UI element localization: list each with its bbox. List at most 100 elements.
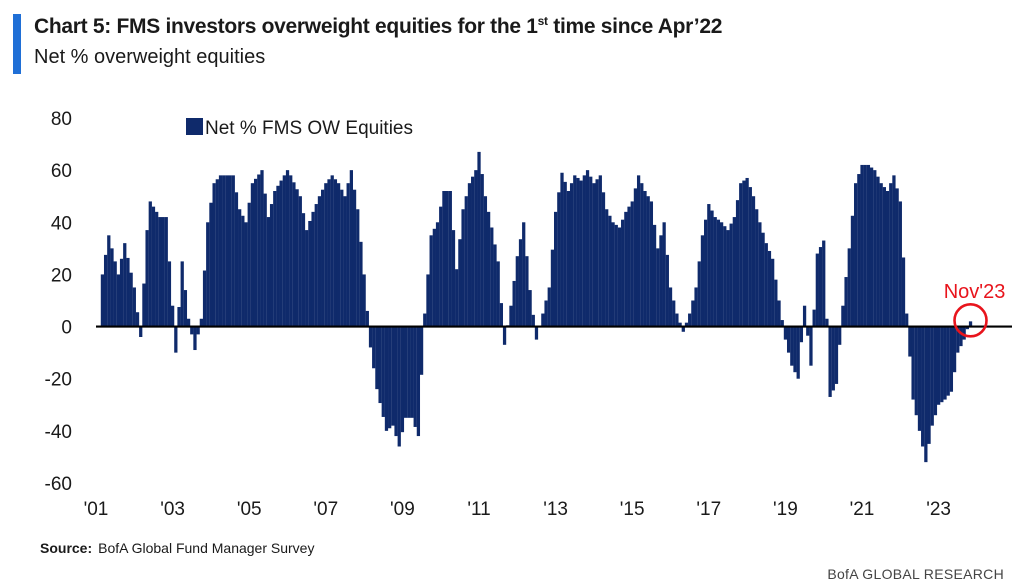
- bar: [423, 313, 427, 327]
- x-tick-label: '15: [620, 499, 645, 520]
- bar: [330, 175, 334, 327]
- bar: [471, 176, 475, 327]
- bar: [895, 188, 899, 327]
- bar: [889, 183, 893, 327]
- x-tick-label: '03: [160, 499, 185, 520]
- bar: [627, 206, 631, 327]
- y-tick-label: 20: [51, 265, 72, 286]
- bar: [244, 222, 248, 327]
- bar: [614, 224, 618, 327]
- bar: [177, 307, 181, 327]
- bar: [873, 170, 877, 327]
- bar: [640, 183, 644, 327]
- bar: [563, 181, 567, 327]
- bar: [129, 272, 133, 327]
- bar: [193, 326, 197, 351]
- bar: [135, 312, 140, 327]
- bar: [171, 305, 175, 327]
- title-superscript: st: [537, 14, 548, 28]
- bar: [652, 224, 657, 327]
- bar: [464, 196, 468, 327]
- bar: [202, 270, 207, 327]
- x-tick-label: '19: [773, 499, 798, 520]
- bar: [876, 176, 880, 327]
- y-tick-label: 40: [51, 213, 72, 234]
- bar: [155, 211, 159, 327]
- bar: [499, 303, 503, 327]
- bar: [608, 215, 612, 327]
- bar: [410, 326, 414, 418]
- chart-title: Chart 5: FMS investors overweight equiti…: [34, 14, 722, 39]
- bar: [384, 326, 389, 431]
- bar: [388, 326, 392, 429]
- bar: [601, 192, 606, 327]
- bar: [151, 206, 156, 327]
- bar: [349, 170, 353, 327]
- bar: [365, 310, 369, 327]
- bar: [522, 222, 526, 327]
- bar: [834, 326, 839, 384]
- bar: [592, 183, 596, 327]
- bar: [250, 183, 255, 327]
- bar: [748, 187, 752, 327]
- bar: [126, 257, 130, 327]
- bar: [589, 176, 593, 327]
- bar: [263, 193, 267, 327]
- y-tick-label: 60: [51, 161, 72, 182]
- bar: [305, 230, 309, 327]
- bar: [378, 326, 382, 404]
- bar: [407, 326, 411, 418]
- bar: [882, 187, 886, 327]
- bar: [968, 321, 973, 327]
- bar: [269, 204, 274, 327]
- x-tick-label: '23: [926, 499, 951, 520]
- bar: [675, 313, 679, 327]
- bar: [681, 326, 685, 332]
- bar: [927, 326, 931, 444]
- bar: [688, 313, 692, 327]
- bar: [432, 228, 436, 327]
- bar: [218, 175, 223, 327]
- chart-subtitle: Net % overweight equities: [34, 46, 266, 68]
- bar: [448, 191, 452, 327]
- y-tick-label: -20: [45, 370, 72, 391]
- bar: [336, 183, 341, 327]
- bar: [496, 261, 500, 327]
- bar: [624, 211, 628, 327]
- bar: [502, 326, 507, 345]
- bar: [812, 309, 816, 327]
- bar: [617, 227, 622, 327]
- bar: [225, 175, 229, 327]
- bar: [145, 230, 149, 327]
- bar: [528, 290, 532, 327]
- bar: [732, 217, 736, 327]
- bar: [841, 305, 845, 327]
- bar: [771, 258, 775, 327]
- bar: [713, 217, 717, 327]
- bar: [783, 326, 788, 340]
- bar: [301, 213, 306, 327]
- bar: [400, 326, 405, 433]
- bar: [461, 209, 465, 327]
- x-axis: '01 '03 '05 '07 '09 '11 '13 '15 '17 '19 '21 '23: [84, 499, 951, 520]
- bar: [285, 170, 290, 327]
- bar: [321, 189, 325, 327]
- bar: [780, 320, 784, 327]
- bar: [911, 326, 915, 400]
- bar: [512, 280, 516, 327]
- bar: [413, 326, 417, 427]
- bar: [735, 200, 740, 327]
- bar: [199, 318, 203, 327]
- x-tick-label: '13: [543, 499, 568, 520]
- bar: [790, 326, 794, 366]
- bar: [148, 201, 152, 327]
- bar: [222, 175, 226, 327]
- bar: [847, 248, 851, 327]
- title-tail: time since Apr’22: [547, 15, 723, 38]
- bar: [838, 326, 842, 345]
- bar: [585, 170, 590, 327]
- legend-label: Net % FMS OW Equities: [205, 118, 413, 139]
- bar: [672, 300, 676, 327]
- bar: [605, 209, 609, 327]
- bar: [295, 189, 299, 327]
